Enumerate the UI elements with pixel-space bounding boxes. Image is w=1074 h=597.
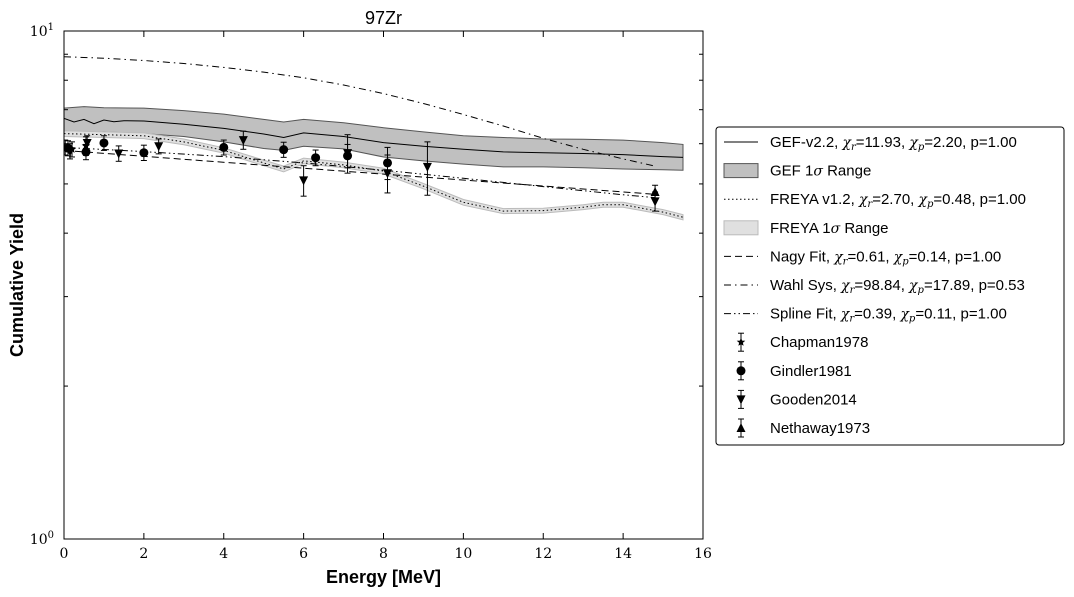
line-gef-v2-2 (64, 117, 684, 158)
legend-entry-nethaway1973: Nethaway1973 (770, 420, 870, 437)
x-tick-label: 2 (139, 546, 148, 562)
point-gooden2014-2 (114, 149, 124, 159)
legend-entry-freya-1-range: FREYA 1σ Range (770, 220, 889, 237)
legend-marker-nethaway1973 (736, 423, 746, 432)
point-gindler1981-5 (279, 145, 289, 155)
legend-entry-wahl-sys: Wahl Sys, χr=98.84, χp=17.89, p=0.53 (770, 277, 1025, 296)
point-nethaway1973-0 (650, 187, 660, 196)
point-gooden2014-0 (65, 147, 75, 157)
point-gindler1981-1 (81, 147, 91, 157)
legend-marker-gooden2014 (736, 395, 746, 405)
line-freya-v1-2 (64, 133, 684, 218)
legend-entry-gef-v2-2: GEF-v2.2, χr=11.93, χp=2.20, p=1.00 (770, 134, 1017, 153)
chart-title: 97Zr (365, 8, 402, 28)
x-tick-label: 14 (614, 546, 632, 562)
y-tick-label: 100 (30, 530, 54, 548)
point-gooden2014-3 (154, 142, 164, 152)
x-tick-label: 12 (534, 546, 552, 562)
plot-series-group (64, 56, 684, 221)
point-gooden2014-9 (650, 197, 660, 207)
legend-box (715, 126, 1065, 446)
line-wahl-sys (64, 56, 656, 167)
legend: GEF-v2.2, χr=11.93, χp=2.20, p=1.00 GEF 1… (715, 126, 1065, 446)
point-gooden2014-7 (383, 169, 392, 179)
legend-entry-freya-v1-2: FREYA v1.2, χr=2.70, χp=0.48, p=1.00 (770, 191, 1026, 210)
line-spline-fit (64, 146, 656, 199)
legend-swatch-freya-1-range (723, 220, 759, 236)
point-gindler1981-3 (139, 148, 149, 158)
legend-entry-gef-1-range: GEF 1σ Range (770, 163, 871, 180)
x-axis-label: Energy [MeV] (326, 567, 441, 587)
legend-entry-chapman1978: Chapman1978 (770, 334, 868, 351)
point-gooden2014-5 (299, 176, 309, 186)
legend-swatch-gef-1-range (723, 163, 759, 179)
x-tick-label: 16 (694, 546, 712, 562)
legend-entry-gindler1981: Gindler1981 (770, 363, 852, 380)
plot-frame (63, 30, 704, 540)
legend-entry-gooden2014: Gooden2014 (770, 391, 857, 408)
point-gooden2014-4 (238, 136, 248, 146)
point-gindler1981-6 (311, 153, 321, 163)
point-gooden2014-6 (343, 149, 353, 159)
band-freya-1-range (64, 130, 684, 221)
y-axis-label: Cumulative Yield (7, 213, 27, 357)
band-gef-1-range (64, 106, 684, 171)
x-tick-label: 10 (454, 546, 472, 562)
legend-marker-gindler1981 (736, 366, 746, 376)
y-tick-label: 101 (30, 22, 54, 40)
point-gooden2014-8 (422, 162, 432, 172)
legend-entry-nagy-fit: Nagy Fit, χr=0.61, χp=0.14, p=1.00 (770, 248, 1001, 267)
x-tick-label: 8 (379, 546, 388, 562)
x-tick-label: 6 (299, 546, 308, 562)
legend-entry-spline-fit: Spline Fit, χr=0.39, χp=0.11, p=1.00 (770, 306, 1007, 325)
x-tick-label: 4 (219, 546, 228, 562)
legend-marker-chapman1978 (736, 337, 746, 346)
plot-area: 0 2 4 6 8 10 12 14 16 101 100 (30, 22, 712, 562)
point-gindler1981-2 (99, 138, 109, 148)
point-gindler1981-4 (219, 142, 229, 152)
point-gooden2014-1 (82, 139, 92, 148)
x-tick-label: 0 (60, 546, 69, 562)
